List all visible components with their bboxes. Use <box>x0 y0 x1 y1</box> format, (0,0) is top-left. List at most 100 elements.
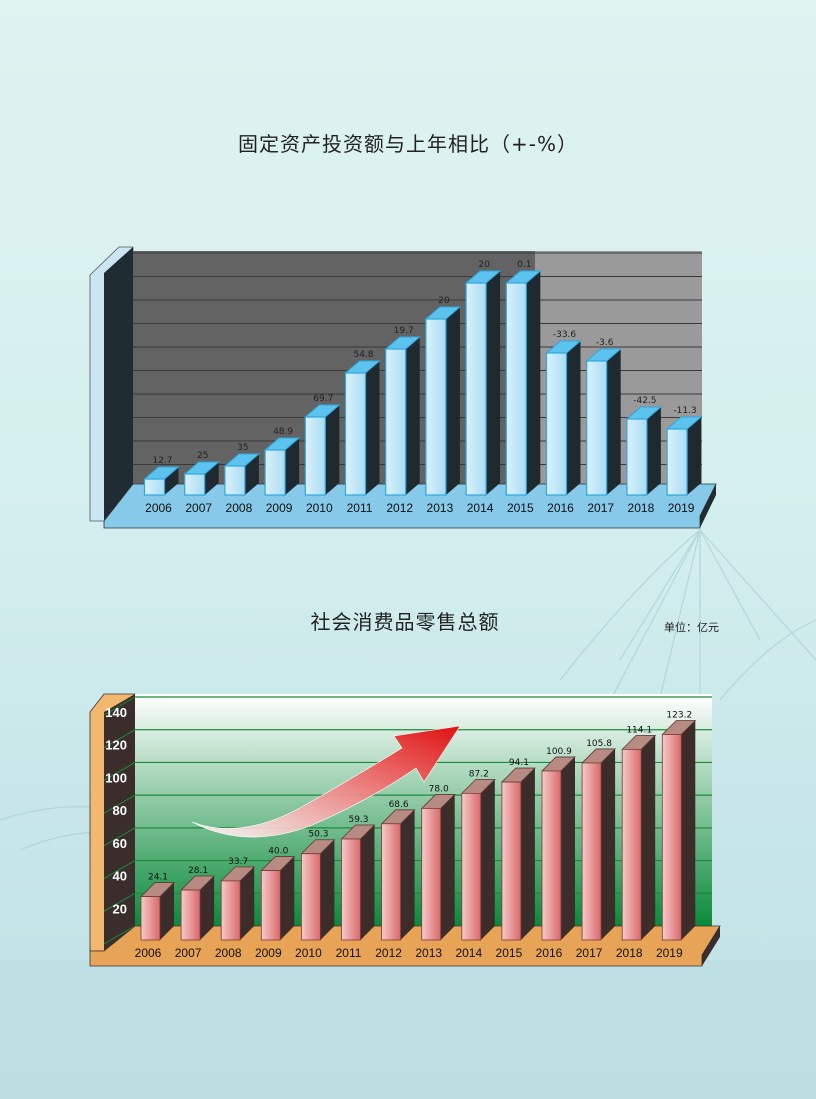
chart2-category-label: 2012 <box>375 946 402 960</box>
chart2-bar <box>621 734 657 941</box>
chart2-y-tick-label: 40 <box>113 869 127 884</box>
chart1-bar-side <box>445 307 460 495</box>
chart1-category-label: 2017 <box>587 501 614 515</box>
chart1-bar-side <box>526 271 541 495</box>
chart2-value-label: 114.1 <box>626 725 652 735</box>
chart1-bar <box>665 416 703 496</box>
chart1-category-label: 2008 <box>226 501 253 515</box>
chart2-value-label: 59.3 <box>348 815 368 825</box>
chart2-bar-front <box>461 792 482 941</box>
chart2-bar-side <box>480 779 495 940</box>
chart2-gridline-side <box>103 860 136 880</box>
chart2-gridline-side <box>103 696 136 716</box>
chart1-bar-side <box>204 462 219 495</box>
chart2-gridline-side <box>103 729 136 749</box>
chart2-bar <box>180 875 216 941</box>
chart2-bar <box>300 839 336 941</box>
chart2-bar-side <box>240 866 255 940</box>
chart1-bar <box>424 306 462 496</box>
chart2-value-label: 40.0 <box>268 847 288 857</box>
chart2-bar-front <box>661 734 682 941</box>
chart2-category-label: 2018 <box>616 946 643 960</box>
chart2-bar-side <box>681 720 696 940</box>
chart1-bar-side <box>244 454 259 495</box>
chart1-bar <box>303 404 341 496</box>
chart2-bar-front <box>300 853 321 941</box>
chart1-category-label: 2014 <box>467 501 494 515</box>
chart2-bar-side <box>400 809 415 940</box>
chart1-bar-side <box>325 405 340 495</box>
chart1-bar-front <box>304 416 326 496</box>
chart2-y-tick-label: 120 <box>105 738 127 753</box>
chart1-bar-front <box>344 372 367 496</box>
chart1-bar <box>344 360 381 496</box>
chart2-value-label: 94.1 <box>509 758 529 768</box>
chart1-bar <box>263 437 301 496</box>
chart1-bar <box>223 453 261 496</box>
chart2-bar-front <box>180 889 201 941</box>
chart2-bar-side <box>440 794 455 940</box>
chart2-category-label: 2008 <box>215 946 242 960</box>
chart1-bar-front <box>385 348 407 496</box>
chart1-bar-front <box>545 352 568 496</box>
chart1-bar-front <box>264 449 286 496</box>
chart2-category-label: 2006 <box>135 946 162 960</box>
chart2-bar-side <box>320 839 335 940</box>
chart2-gridline-side <box>103 892 136 912</box>
chart2-bar-side <box>160 882 174 940</box>
chart2-y-tick-label: 80 <box>113 803 127 818</box>
chart2-bar <box>500 767 536 941</box>
chart2-bar-front <box>140 896 161 941</box>
chart2-category-label: 2009 <box>255 946 282 960</box>
chart1-bar <box>585 348 623 496</box>
chart1-left-wall <box>104 247 133 521</box>
chart1-value-label: 25 <box>197 451 208 461</box>
chart2-bar-side <box>360 825 375 940</box>
chart2-category-label: 2007 <box>175 946 202 960</box>
chart2-bar <box>420 794 456 941</box>
chart1-value-label: 19.7 <box>394 326 414 336</box>
chart1-category-label: 2013 <box>427 501 454 515</box>
chart2-value-label: 123.2 <box>666 710 692 720</box>
chart1-bar-side <box>365 361 380 495</box>
chart2-bar-front <box>260 870 281 941</box>
chart2-gridline-side <box>103 925 136 945</box>
chart1-bar <box>464 270 502 496</box>
chart2-floor-edge <box>702 926 720 966</box>
chart1-bar-front <box>143 478 166 496</box>
chart2-category-label: 2013 <box>415 946 442 960</box>
chart2-bar-front <box>421 808 442 941</box>
chart1-bar-side <box>566 341 581 495</box>
chart1-category-label: 2007 <box>185 501 212 515</box>
chart2-bar-side <box>520 768 535 940</box>
chart1-bar-side <box>646 407 661 495</box>
chart2-gridline-side <box>103 761 136 781</box>
chart2-category-label: 2016 <box>536 946 563 960</box>
chart1-title: 固定资产投资额与上年相比（+-%） <box>238 132 578 156</box>
chart1-bar-side <box>285 438 300 495</box>
chart1-bar <box>143 466 180 496</box>
chart2-gridline-side <box>103 827 136 847</box>
chart1-floor-edge <box>700 484 716 528</box>
chart1-bar <box>504 270 542 496</box>
chart1-bar-side <box>687 417 702 495</box>
chart2-value-label: 28.1 <box>188 866 208 876</box>
chart1-value-label: 12.7 <box>152 456 172 466</box>
chart1-bar-side <box>405 337 420 495</box>
chart2-category-label: 2014 <box>455 946 482 960</box>
chart2-bar <box>460 778 496 941</box>
chart2-bar-front <box>220 880 241 941</box>
chart2-value-label: 100.9 <box>546 747 572 757</box>
chart2-value-label: 87.2 <box>469 769 489 779</box>
chart2-value-label: 33.7 <box>228 857 248 867</box>
chart1-bar-front <box>465 282 487 496</box>
chart1-value-label: -11.3 <box>673 406 696 416</box>
chart2-bar-front <box>621 748 642 941</box>
chart1-bar-front <box>626 418 648 496</box>
chart2-title: 社会消费品零售总额 <box>310 610 500 634</box>
chart2-bar-side <box>641 735 656 940</box>
chart1-category-label: 2006 <box>145 501 172 515</box>
chart2-category-label: 2015 <box>496 946 523 960</box>
